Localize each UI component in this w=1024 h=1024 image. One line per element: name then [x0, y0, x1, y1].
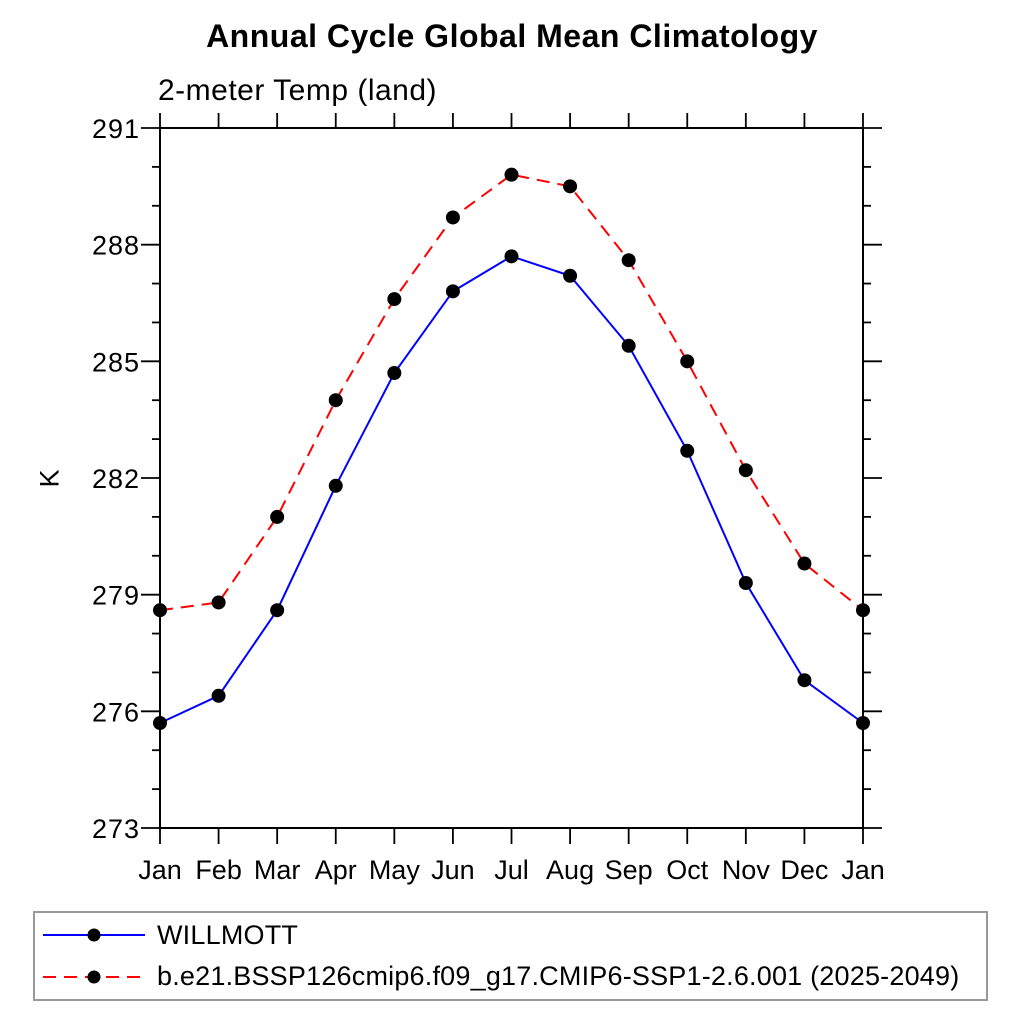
legend-label-willmott: WILLMOTT	[157, 919, 299, 950]
x-tick-label: Jan	[841, 855, 885, 885]
y-tick-label: 279	[92, 581, 140, 611]
legend-marker-dot	[87, 970, 101, 984]
plot-frame	[159, 127, 864, 829]
y-tick-label: 285	[92, 347, 140, 377]
y-tick-label: 273	[92, 814, 140, 844]
x-tick-label: Jul	[494, 855, 529, 885]
chart-title: Annual Cycle Global Mean Climatology	[206, 18, 818, 54]
legend-line-sample-dashed	[43, 970, 145, 984]
x-tick-label: Aug	[546, 855, 594, 885]
data-point-willmott	[387, 366, 402, 380]
legend-line-sample-solid	[43, 928, 145, 942]
data-point-willmott	[856, 716, 870, 730]
x-tick-label: Dec	[780, 855, 828, 885]
data-point-willmott	[738, 576, 753, 590]
x-tick-label: Nov	[722, 855, 771, 885]
data-point-willmott	[153, 716, 167, 730]
legend-item-willmott: WILLMOTT	[39, 916, 986, 954]
y-tick-label: 282	[92, 464, 140, 494]
series-line-model	[159, 173, 864, 612]
data-point-model	[270, 509, 285, 524]
y-tick-label: 288	[92, 231, 140, 261]
data-point-willmott	[563, 268, 578, 283]
data-point-willmott	[270, 603, 285, 618]
data-point-willmott	[211, 688, 226, 703]
series-line-willmott	[159, 255, 864, 724]
data-point-model	[738, 463, 753, 478]
data-point-willmott	[504, 249, 519, 264]
data-point-willmott	[621, 338, 636, 353]
data-point-model	[445, 210, 460, 225]
x-tick-label: Sep	[605, 855, 653, 885]
data-point-willmott	[445, 284, 460, 299]
x-tick-label: May	[369, 855, 421, 885]
data-point-model	[211, 595, 226, 610]
data-point-model	[504, 167, 519, 182]
x-tick-label: Oct	[666, 855, 709, 885]
data-point-model	[387, 292, 402, 307]
data-point-willmott	[797, 673, 812, 688]
x-tick-label: Feb	[195, 855, 242, 885]
data-point-willmott	[680, 443, 695, 458]
x-tick-label: Mar	[254, 855, 301, 885]
legend-item-model: b.e21.BSSP126cmip6.f09_g17.CMIP6-SSP1-2.…	[39, 958, 986, 996]
y-tick-label: 291	[92, 114, 140, 144]
x-tick-label: Jan	[138, 855, 182, 885]
data-point-model	[680, 354, 695, 369]
x-tick-label: Jun	[431, 855, 475, 885]
legend: WILLMOTT b.e21.BSSP126cmip6.f09_g17.CMIP…	[33, 911, 988, 1001]
data-point-model	[563, 179, 578, 194]
data-point-model	[797, 556, 812, 571]
data-point-willmott	[328, 478, 343, 493]
x-tick-label: Apr	[315, 855, 357, 885]
legend-marker-dot	[87, 928, 101, 942]
data-point-model	[328, 393, 343, 408]
chart-subtitle: 2-meter Temp (land)	[158, 74, 438, 107]
data-point-model	[153, 603, 167, 618]
data-point-model	[621, 253, 636, 268]
data-point-model	[856, 603, 870, 618]
legend-label-model: b.e21.BSSP126cmip6.f09_g17.CMIP6-SSP1-2.…	[157, 961, 960, 992]
y-tick-label: 276	[92, 697, 140, 727]
